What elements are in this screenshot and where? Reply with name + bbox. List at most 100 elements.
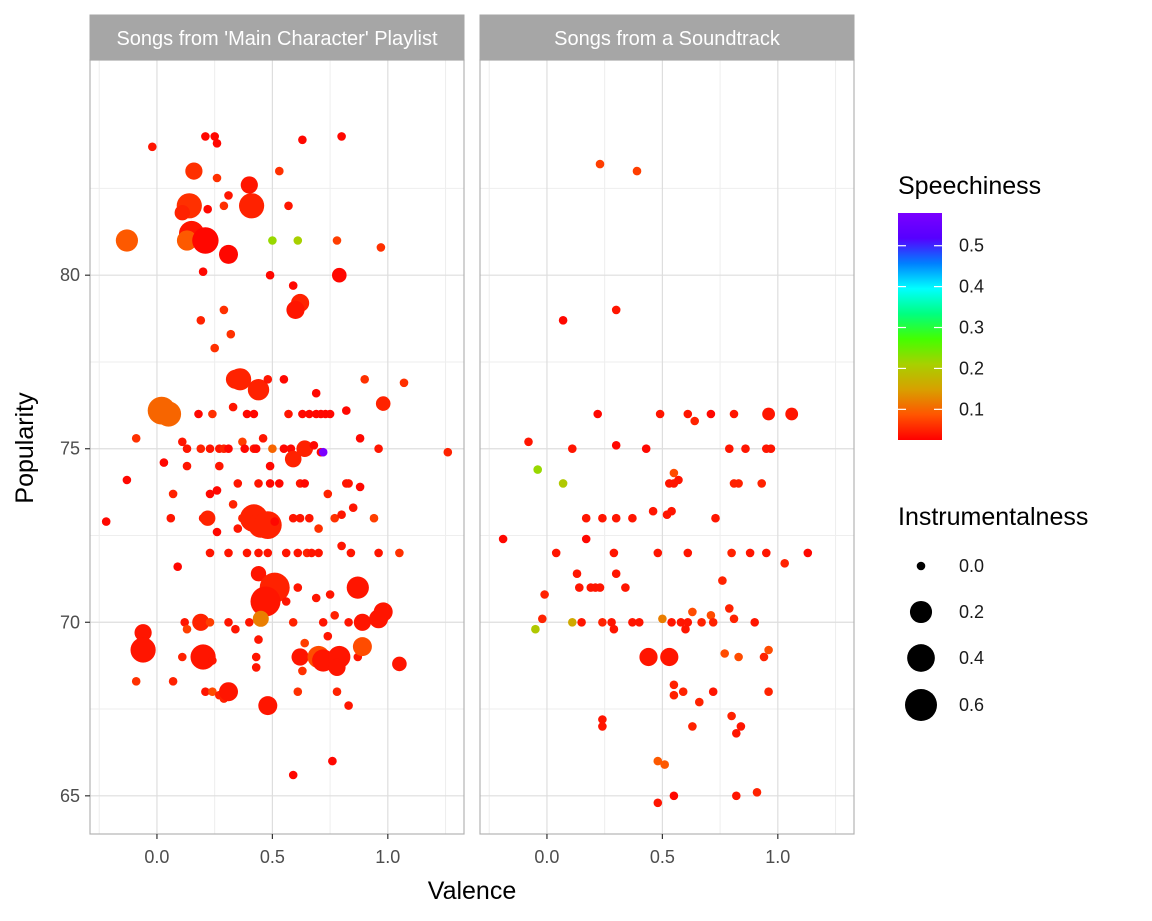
data-point (293, 236, 303, 245)
data-point (395, 548, 404, 558)
x-tick-label: 0.5 (650, 847, 675, 867)
facet-panel-2: Songs from a Soundtrack 0.0 0.5 1.0 (479, 14, 855, 867)
data-point (577, 618, 586, 627)
data-point (598, 513, 607, 523)
data-point (185, 162, 203, 180)
data-point (263, 375, 273, 384)
data-point (192, 613, 210, 631)
data-point (344, 479, 353, 488)
data-point (194, 409, 203, 419)
data-point (667, 506, 676, 516)
facet-strip (479, 14, 855, 61)
colorbar-label: 0.5 (959, 236, 984, 256)
data-point (762, 548, 771, 558)
data-point (212, 527, 222, 537)
data-point (201, 132, 210, 141)
data-point (683, 548, 693, 558)
data-point (205, 444, 215, 454)
data-point (720, 649, 729, 658)
speechiness-legend-title: Speechiness (898, 172, 1041, 200)
data-point (224, 444, 233, 454)
data-point (233, 524, 243, 533)
data-point (572, 569, 582, 578)
data-point (718, 576, 727, 585)
data-point (265, 479, 275, 488)
data-point (215, 461, 224, 471)
data-point (598, 722, 607, 731)
data-point (346, 576, 369, 599)
data-point (131, 677, 141, 686)
data-point (639, 647, 658, 667)
data-point (174, 205, 190, 221)
data-point (581, 534, 591, 544)
data-point (531, 624, 540, 634)
data-point (376, 243, 386, 252)
colorbar-label: 0.4 (959, 277, 984, 297)
data-point (655, 409, 665, 419)
data-point (251, 663, 261, 672)
data-point (250, 586, 281, 617)
data-point (706, 409, 716, 419)
data-point (392, 656, 407, 672)
data-point (288, 281, 298, 290)
data-point (757, 479, 766, 488)
data-point (337, 132, 346, 141)
data-point (628, 513, 637, 523)
data-point (732, 729, 741, 738)
data-point (593, 409, 602, 419)
data-point (311, 388, 321, 398)
facet-panel-1: Songs from 'Main Character' Playlist 0.0 0… (89, 14, 465, 867)
size-legend-label: 0.4 (959, 648, 984, 668)
data-point (300, 479, 310, 488)
data-point (305, 513, 314, 523)
data-point (399, 378, 409, 388)
data-point (130, 637, 156, 663)
data-point (674, 475, 683, 485)
data-point (611, 513, 621, 523)
data-point (759, 652, 769, 662)
data-point (669, 680, 679, 690)
data-point (609, 548, 619, 558)
data-point (648, 506, 658, 516)
data-point (268, 444, 277, 454)
data-point (148, 142, 157, 152)
data-point (762, 407, 775, 421)
x-tick-label: 1.0 (375, 847, 400, 867)
data-point (200, 510, 216, 526)
data-point (660, 647, 679, 667)
data-point (660, 760, 669, 769)
data-points (498, 159, 813, 808)
data-point (298, 135, 307, 145)
data-point (251, 652, 261, 662)
speechiness-colorbar (898, 213, 942, 440)
data-point (201, 687, 210, 696)
y-axis-title: Popularity (11, 392, 39, 504)
instrumentalness-legend: Instrumentalness 0.0 0.2 0.4 0.6 (898, 503, 1088, 721)
data-point (344, 701, 353, 710)
data-point (611, 569, 621, 578)
data-point (764, 687, 773, 696)
data-point (242, 409, 252, 419)
data-point (595, 583, 605, 592)
data-point (296, 440, 314, 458)
data-point (233, 479, 243, 488)
x-tick-label: 0.0 (534, 847, 559, 867)
data-point (238, 437, 247, 447)
data-point (373, 602, 393, 622)
size-legend-label: 0.6 (959, 695, 984, 715)
size-legend-key (907, 644, 935, 672)
data-point (678, 687, 688, 696)
data-point (369, 513, 379, 523)
data-point (785, 407, 799, 421)
data-point (291, 648, 309, 666)
data-point (695, 697, 704, 707)
data-point (330, 513, 340, 523)
data-point (182, 461, 192, 471)
data-point (346, 548, 356, 558)
data-point (268, 236, 277, 245)
data-point (212, 139, 222, 148)
colorbar-label: 0.1 (959, 399, 984, 419)
data-point (727, 548, 736, 558)
data-point (355, 434, 365, 443)
data-point (247, 379, 270, 401)
